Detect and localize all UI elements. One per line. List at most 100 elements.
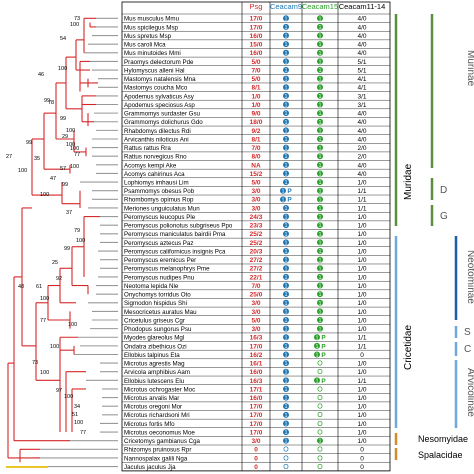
c9-present xyxy=(283,308,289,315)
c9-count: 1 xyxy=(285,258,288,264)
c9-count: 1 xyxy=(285,249,288,255)
species-name: Mus spretus Msp xyxy=(124,33,172,40)
c9-absent: O xyxy=(283,447,289,454)
species-name: Mesocricetus auratus Mau xyxy=(124,309,197,316)
c9-present xyxy=(283,385,289,392)
c15-present xyxy=(317,118,323,125)
ceacam11-14-count: 1/0 xyxy=(357,404,366,411)
species-name: Rhombomys opimus Rop xyxy=(124,197,194,204)
table-row: Peromyscus melanophrys Pme 27/2 1 1 1/0 xyxy=(122,263,390,273)
ceacam11-14-count: 1/0 xyxy=(357,257,366,264)
table-row: Rhabdomys dilectus Rdi 9/2 1 1 4/0 xyxy=(122,125,390,135)
c9-present xyxy=(283,127,289,134)
psg-count: 5/0 xyxy=(251,59,260,66)
c15-count: 1 xyxy=(316,352,319,358)
psg-count: 0 xyxy=(254,447,258,454)
c9-present xyxy=(283,118,289,125)
ceacam11-14-count: 0 xyxy=(360,464,364,471)
c9-count: 1 xyxy=(285,335,288,341)
c9-present xyxy=(283,377,289,384)
psg-count: 17/0 xyxy=(250,404,263,411)
table-row: Rattus rattus Rra 7/0 1 1 2/0 xyxy=(122,143,390,152)
ceacam11-14-count: 4/1 xyxy=(357,76,366,83)
psg-count: 8/1 xyxy=(251,136,260,143)
c9-present xyxy=(283,394,289,401)
psg-count: 15/0 xyxy=(250,42,263,49)
c9-pseudogene: P xyxy=(287,188,292,195)
c9-present xyxy=(280,196,286,203)
ceacam11-14-count: 0 xyxy=(360,352,364,359)
ceacam11-14-count: 1/0 xyxy=(357,292,366,299)
psg-count: 20/3 xyxy=(250,248,263,255)
species-name: Microtus richardsoni Mri xyxy=(124,412,190,419)
c9-present xyxy=(283,420,289,427)
c15-present xyxy=(317,325,323,332)
psg-count: 23/3 xyxy=(250,223,263,230)
bootstrap-value: 99 xyxy=(60,116,66,122)
ceacam11-14-count: 1/1 xyxy=(357,197,366,204)
c9-present xyxy=(283,403,289,410)
species-name: Rhizomys pruinosus Rpr xyxy=(124,447,191,454)
species-name: Sigmodon hispidus Shi xyxy=(124,300,187,307)
psg-count: 5/0 xyxy=(251,317,260,324)
species-name: Hylomyscus alleni Hal xyxy=(124,67,185,74)
ceacam11-14-count: 1/1 xyxy=(357,188,366,195)
c15-present xyxy=(317,317,323,324)
label-murinae: Murinae xyxy=(465,50,474,87)
ceacam11-14-count: 0 xyxy=(360,447,364,454)
c15-count: 1 xyxy=(319,189,322,195)
c9-count: 1 xyxy=(285,77,288,83)
c15-present xyxy=(317,49,323,56)
ceacam11-14-count: 4/0 xyxy=(357,50,366,57)
table-row: Hylomyscus alleni Hal 7/0 1 1 5/1 xyxy=(122,65,390,74)
label-spalacidae: Spalacidae xyxy=(418,450,463,460)
psg-count: 25/2 xyxy=(250,240,263,247)
c9-present xyxy=(283,351,289,358)
c9-present xyxy=(283,248,289,255)
bootstrap-value: 48 xyxy=(18,284,24,290)
c9-count: 1 xyxy=(285,111,288,117)
psg-count: 16/0 xyxy=(250,33,263,40)
table-row: Nannospalax galili Nga 0 O O 0 xyxy=(122,453,390,462)
c15-count: 1 xyxy=(319,59,322,65)
c15-count: 1 xyxy=(319,266,322,272)
c15-pseudogene: P xyxy=(321,378,326,385)
species-name: Jaculus jaculus Jja xyxy=(124,464,176,471)
species-name: Ondatra zibethicus Ozi xyxy=(124,343,187,350)
header-ceacam15: Ceacam15 xyxy=(302,2,338,11)
bootstrap-value: 100 xyxy=(66,142,75,148)
c9-count: 1 xyxy=(285,404,288,410)
species-name: Mus spicilegus Msp xyxy=(124,24,179,31)
ceacam11-14-count: 3/1 xyxy=(357,93,366,100)
c9-present xyxy=(283,437,289,444)
psg-count: 9/2 xyxy=(251,128,260,135)
psg-count: 17/0 xyxy=(250,421,263,428)
c15-present xyxy=(317,23,323,30)
c15-present xyxy=(317,299,323,306)
ceacam11-14-count: 1/0 xyxy=(357,412,366,419)
table-row: Myodes glareolus Mgl 16/3 1 1 P 1/1 xyxy=(122,332,390,342)
species-name: Microtus oeconomus Moe xyxy=(124,429,195,436)
c9-count: 1 xyxy=(285,378,288,384)
table-row: Arvicola amphibius Aam 16/0 1 O 1/0 xyxy=(122,367,390,376)
species-name: Peromyscus melanophrys Pme xyxy=(124,266,210,273)
table-row: Ellobius talpinus Eta 16/2 1 1 P 0 xyxy=(122,349,390,359)
psg-count: 17/0 xyxy=(250,343,263,350)
psg-count: 0 xyxy=(254,464,258,471)
c9-count: 1 xyxy=(285,128,288,134)
psg-count: 1/0 xyxy=(251,102,260,109)
bootstrap-value: 73 xyxy=(32,360,38,366)
species-name: Neotoma lepida Nle xyxy=(124,283,179,290)
species-name: Nannospalax galili Nga xyxy=(124,455,188,462)
c15-count: 1 xyxy=(319,51,322,57)
psg-count: 3/0 xyxy=(251,188,260,195)
c9-present xyxy=(283,101,289,108)
psg-count: 3/0 xyxy=(251,326,260,333)
c15-present xyxy=(317,32,323,39)
species-name: Ellobius lutescens Elu xyxy=(124,378,185,385)
ceacam11-14-count: 1/0 xyxy=(357,266,366,273)
c9-count: 1 xyxy=(285,25,288,31)
table-row: Ondatra zibethicus Ozi 17/0 1 1 P 1/1 xyxy=(122,341,390,350)
c15-present xyxy=(317,110,323,117)
c9-count: 1 xyxy=(285,42,288,48)
